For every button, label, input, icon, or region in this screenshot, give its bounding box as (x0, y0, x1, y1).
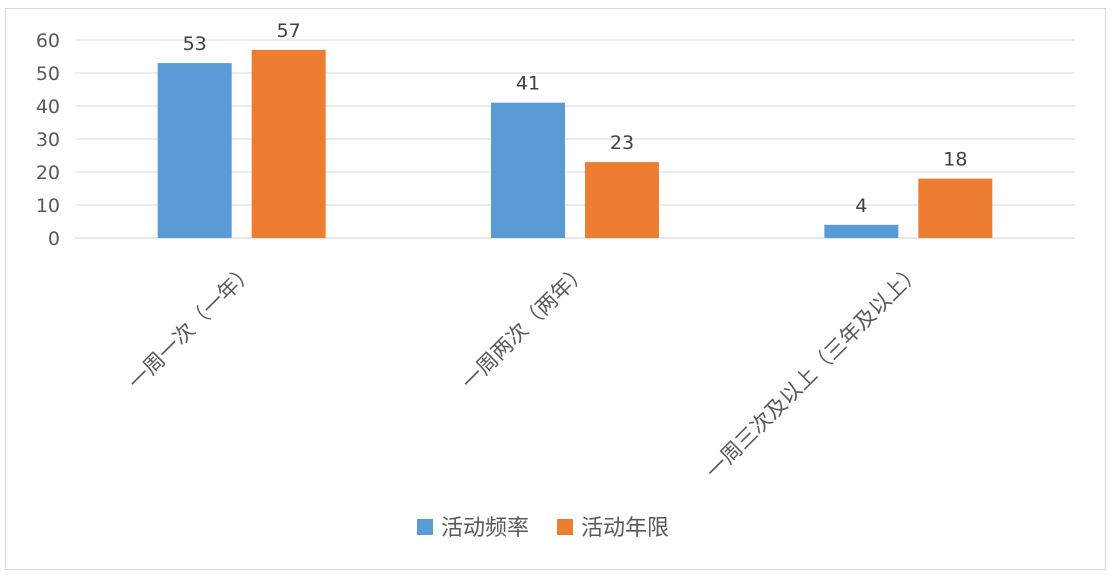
data-label: 18 (943, 149, 967, 171)
data-label: 23 (610, 132, 634, 154)
y-tick-label: 40 (36, 96, 60, 118)
data-label: 57 (277, 20, 301, 42)
legend-swatch (557, 519, 573, 535)
legend-swatch (417, 519, 433, 535)
data-label: 41 (516, 73, 540, 95)
bar-activity-frequency (824, 224, 899, 238)
bar-activity-frequency (157, 63, 232, 238)
x-category-label: 一周两次（两年） (457, 259, 593, 395)
bar-activity-frequency (491, 102, 565, 238)
x-category-label: 一周三次及以上（三年及以上） (701, 259, 926, 484)
y-tick-label: 10 (36, 195, 60, 217)
y-tick-label: 30 (36, 129, 60, 151)
legend-label: 活动年限 (581, 516, 669, 541)
y-tick-label: 60 (36, 30, 60, 52)
data-label: 53 (183, 33, 207, 55)
data-label: 4 (855, 195, 867, 217)
y-tick-label: 50 (36, 63, 60, 85)
bar-activity-years (251, 49, 326, 239)
bar-activity-years (918, 178, 993, 238)
bar-activity-years (585, 162, 659, 238)
x-category-label: 一周一次（一年） (123, 259, 259, 395)
legend-label: 活动频率 (441, 516, 529, 541)
y-tick-label: 20 (36, 162, 60, 184)
y-tick-label: 0 (48, 228, 60, 250)
